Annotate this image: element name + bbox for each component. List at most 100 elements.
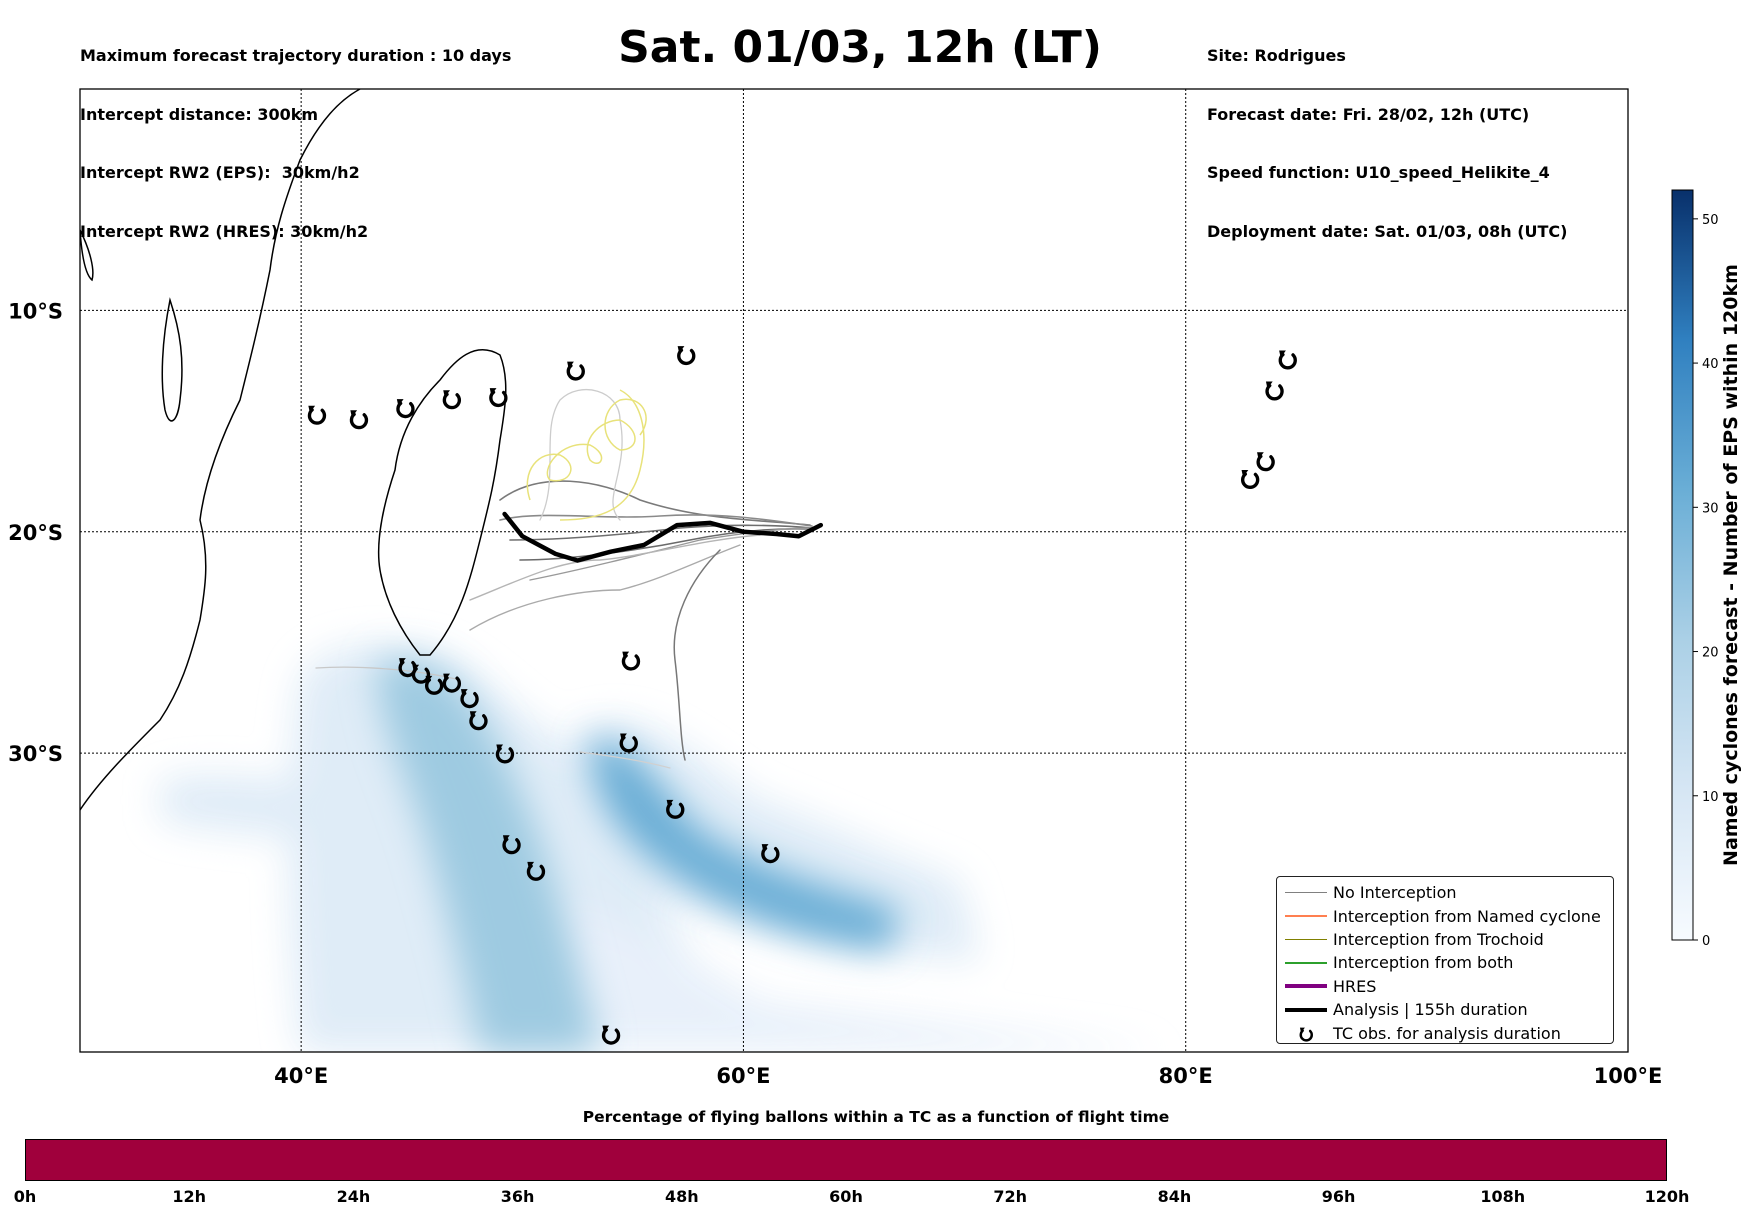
flight-time-tick: 0h <box>13 1187 37 1206</box>
tc-obs-marker <box>677 346 696 366</box>
tc-obs-marker <box>1299 1027 1313 1042</box>
colorbar-tick-label: 0 <box>1702 934 1710 949</box>
flight-time-tick: 36h <box>500 1187 535 1206</box>
tc-obs-marker <box>396 399 415 419</box>
tc-obs-marker <box>1278 350 1297 370</box>
colorbar-tick-label: 40 <box>1702 357 1719 372</box>
legend-label: Interception from Trochoid <box>1333 929 1544 949</box>
flight-time-tick: 108h <box>1480 1187 1526 1206</box>
legend-line-swatch <box>1285 929 1327 949</box>
colorbar-tick-label: 50 <box>1702 213 1719 228</box>
header-line: Site: Rodrigues <box>1207 46 1346 65</box>
flight-time-tick: 48h <box>664 1187 699 1206</box>
tc-obs-marker <box>307 405 327 425</box>
tc-obs-marker <box>411 664 431 684</box>
colorbar-tick-label: 20 <box>1702 646 1719 661</box>
tc-observations <box>307 346 1297 1045</box>
flight-time-tick: 120h <box>1644 1187 1690 1206</box>
tc-obs-marker <box>469 711 488 731</box>
lon-tick-label: 80°E <box>1159 1064 1213 1088</box>
flight-time-tick: 24h <box>336 1187 371 1206</box>
tc-obs-marker <box>442 673 462 693</box>
tc-obs-marker <box>619 733 638 753</box>
lon-tick-label: 100°E <box>1594 1064 1663 1088</box>
bottom-bar-title: Percentage of flying ballons within a TC… <box>582 1108 1170 1126</box>
colorbar-tick-label: 30 <box>1702 501 1719 516</box>
tc-obs-legend-icon <box>1285 1023 1327 1043</box>
map-frame <box>79 88 1629 1053</box>
lon-tick-labels: 40°E 60°E 80°E 100°E <box>274 1064 1662 1088</box>
tc-obs-marker <box>489 388 508 408</box>
tc-obs-marker <box>442 390 462 410</box>
header-line: Intercept distance: 300km <box>80 104 319 124</box>
tc-obs-marker <box>1240 469 1260 489</box>
legend-entry: Analysis | 155h duration <box>1277 998 1613 1021</box>
legend-entry: Interception from Named cyclone <box>1277 904 1613 927</box>
legend-label: Analysis | 155h duration <box>1333 1000 1528 1020</box>
flight-time-percentage-bar <box>25 1139 1667 1181</box>
lat-tick-label: 30°S <box>8 742 63 766</box>
coastline <box>80 89 507 811</box>
tc-obs-marker <box>761 844 780 864</box>
tc-obs-marker <box>1256 452 1275 472</box>
legend-line-swatch <box>1285 976 1327 996</box>
tc-obs-marker <box>621 651 641 671</box>
map-title: Sat. 01/03, 12h (LT) <box>618 22 1102 73</box>
lat-tick-label: 10°S <box>8 299 63 323</box>
flight-time-tick: 96h <box>1321 1187 1356 1206</box>
header-info-left: Maximum forecast trajectory duration : 1… <box>80 7 511 261</box>
legend-entry: Interception from both <box>1277 951 1613 974</box>
density-colorbar: 0 10 20 30 40 50 Named cyclones forecast - Nu… <box>1671 189 1742 949</box>
legend-label: HRES <box>1333 976 1377 996</box>
legend-label: Interception from both <box>1333 953 1514 973</box>
tc-obs-marker <box>601 1025 621 1045</box>
legend-entry: TC obs. for analysis duration <box>1277 1021 1613 1044</box>
flight-time-tick: 60h <box>829 1187 863 1206</box>
colorbar-label: Named cyclones forecast - Number of EPS … <box>1720 264 1742 866</box>
header-info-right: Site: Rodrigues Forecast date: Fri. 28/0… <box>1207 7 1567 261</box>
map-legend: No Interception Interception from Named c… <box>1276 876 1614 1044</box>
tc-obs-marker <box>566 361 585 381</box>
legend-line-swatch <box>1285 953 1327 973</box>
ensemble-trajectories <box>315 389 813 769</box>
header-line: Speed function: U10_speed_Helikite_4 <box>1207 163 1550 182</box>
eps-density-field <box>160 644 1170 1052</box>
header-line: Intercept RW2 (HRES): 30km/h2 <box>80 221 369 241</box>
flight-time-tick: 72h <box>993 1187 1028 1206</box>
header-line: Forecast date: Fri. 28/02, 12h (UTC) <box>1207 104 1530 124</box>
map-area <box>80 89 1628 1052</box>
tc-obs-marker <box>495 744 515 764</box>
lat-tick-label: 20°S <box>8 521 63 545</box>
tc-obs-marker <box>666 799 685 819</box>
legend-entry: No Interception <box>1277 881 1613 904</box>
tc-obs-marker <box>502 835 521 855</box>
header-line: Maximum forecast trajectory duration : 1… <box>80 46 512 65</box>
legend-label: TC obs. for analysis duration <box>1333 1023 1561 1043</box>
percentage-fill <box>26 1140 1666 1180</box>
legend-line-swatch <box>1285 906 1327 926</box>
lon-tick-label: 60°E <box>716 1064 770 1088</box>
trochoid-loops <box>526 389 647 521</box>
tc-obs-marker <box>526 861 546 881</box>
analysis-track <box>502 511 824 563</box>
flight-time-tick: 12h <box>172 1187 207 1206</box>
colorbar-tick-label: 10 <box>1702 790 1719 805</box>
tc-obs-marker <box>460 689 479 709</box>
lat-tick-labels: 10°S 20°S 30°S <box>8 299 63 766</box>
gridlines <box>80 89 1628 1052</box>
legend-label: No Interception <box>1333 883 1457 903</box>
flight-time-tick: 84h <box>1157 1187 1192 1206</box>
header-line: Deployment date: Sat. 01/03, 08h (UTC) <box>1207 221 1568 241</box>
legend-line-swatch <box>1285 883 1327 903</box>
lon-tick-label: 40°E <box>274 1064 328 1088</box>
tc-obs-marker <box>349 410 369 430</box>
tc-obs-marker <box>424 675 444 695</box>
legend-entry: Interception from Trochoid <box>1277 928 1613 951</box>
legend-entry: HRES <box>1277 975 1613 998</box>
legend-label: Interception from Named cyclone <box>1333 906 1601 926</box>
legend-line-swatch <box>1285 1000 1327 1020</box>
tc-obs-marker <box>1265 381 1284 401</box>
colorbar-gradient <box>1671 189 1694 941</box>
colorbar-ticks: 0 10 20 30 40 50 <box>1693 213 1719 949</box>
